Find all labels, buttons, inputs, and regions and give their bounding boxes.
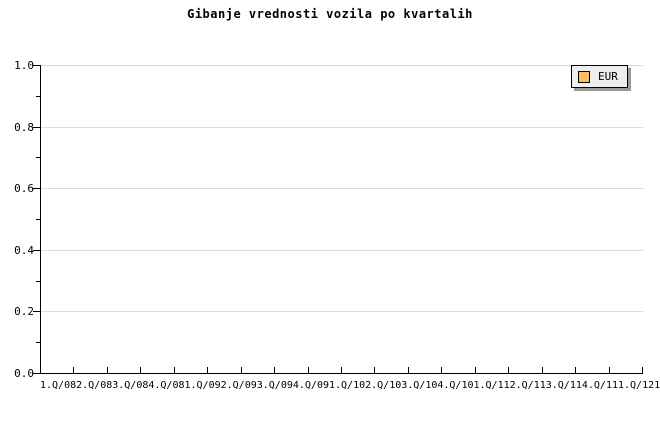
x-tick	[508, 367, 509, 373]
y-minor-tick	[36, 157, 40, 158]
x-axis-tick-label: 2.Q/11	[509, 380, 546, 391]
gridline	[41, 311, 643, 312]
y-axis-tick-label: 0.0	[14, 367, 34, 380]
gridline	[41, 65, 643, 66]
x-axis-tick-label: 3.Q/09	[256, 380, 293, 391]
x-axis-tick-label: 4.Q/09	[292, 380, 329, 391]
legend-swatch-icon	[578, 70, 590, 83]
x-axis-tick-label: 3.Q/10	[401, 380, 438, 391]
y-minor-tick	[36, 96, 40, 97]
x-axis-tick-label: 4.Q/10	[437, 380, 474, 391]
x-axis-tick-label: 1.Q/12	[654, 380, 660, 391]
y-major-tick	[33, 250, 40, 251]
x-tick	[475, 367, 476, 373]
x-tick	[609, 367, 610, 373]
legend-item-label: EUR	[598, 70, 618, 83]
x-tick	[374, 367, 375, 373]
gridline	[41, 250, 643, 251]
x-axis-tick-label: 3.Q/11	[545, 380, 582, 391]
y-axis-tick-label: 0.6	[14, 182, 34, 195]
x-tick	[174, 367, 175, 373]
gridline	[41, 188, 643, 189]
y-major-tick	[33, 65, 40, 66]
y-minor-tick	[36, 281, 40, 282]
x-tick	[441, 367, 442, 373]
y-major-tick	[33, 188, 40, 189]
y-axis-tick-label: 0.4	[14, 244, 34, 257]
y-major-tick	[33, 311, 40, 312]
gridline	[41, 127, 643, 128]
y-major-tick	[33, 127, 40, 128]
x-tick	[140, 367, 141, 373]
x-axis-tick-label: 4.Q/08	[148, 380, 185, 391]
y-axis-tick-label: 1.0	[14, 59, 34, 72]
x-tick	[542, 367, 543, 373]
y-minor-tick	[36, 219, 40, 220]
x-axis-tick-label: 1.Q/11	[473, 380, 510, 391]
x-axis-tick-label: 1.Q/12	[618, 380, 655, 391]
y-axis-tick-label: 0.8	[14, 121, 34, 134]
plot-area	[40, 65, 643, 374]
y-axis-tick-label: 0.2	[14, 305, 34, 318]
x-axis-tick-label: 2.Q/08	[76, 380, 113, 391]
y-minor-tick	[36, 342, 40, 343]
x-axis-tick-label: 3.Q/08	[112, 380, 149, 391]
x-tick	[308, 367, 309, 373]
x-axis-tick-label: 1.Q/09	[184, 380, 221, 391]
x-axis-tick-label: 2.Q/10	[365, 380, 402, 391]
x-tick	[207, 367, 208, 373]
legend: EUR	[571, 65, 628, 88]
x-tick	[107, 367, 108, 373]
x-axis-tick-label: 4.Q/11	[581, 380, 618, 391]
x-axis-labels: 1.Q/08 2.Q/08 3.Q/08 4.Q/08 1.Q/09 2.Q/09 3.Q/…	[40, 380, 660, 392]
x-tick	[241, 367, 242, 373]
x-tick	[274, 367, 275, 373]
x-axis-tick-label: 2.Q/09	[220, 380, 257, 391]
x-tick	[341, 367, 342, 373]
x-tick	[408, 367, 409, 373]
x-tick	[73, 367, 74, 373]
x-axis-tick-label: 1.Q/10	[329, 380, 366, 391]
x-axis-tick-label: 1.Q/08	[40, 380, 77, 391]
x-tick	[642, 367, 643, 373]
chart-title: Gibanje vrednosti vozila po kvartalih	[187, 7, 473, 21]
y-major-tick	[33, 373, 40, 374]
x-tick	[575, 367, 576, 373]
